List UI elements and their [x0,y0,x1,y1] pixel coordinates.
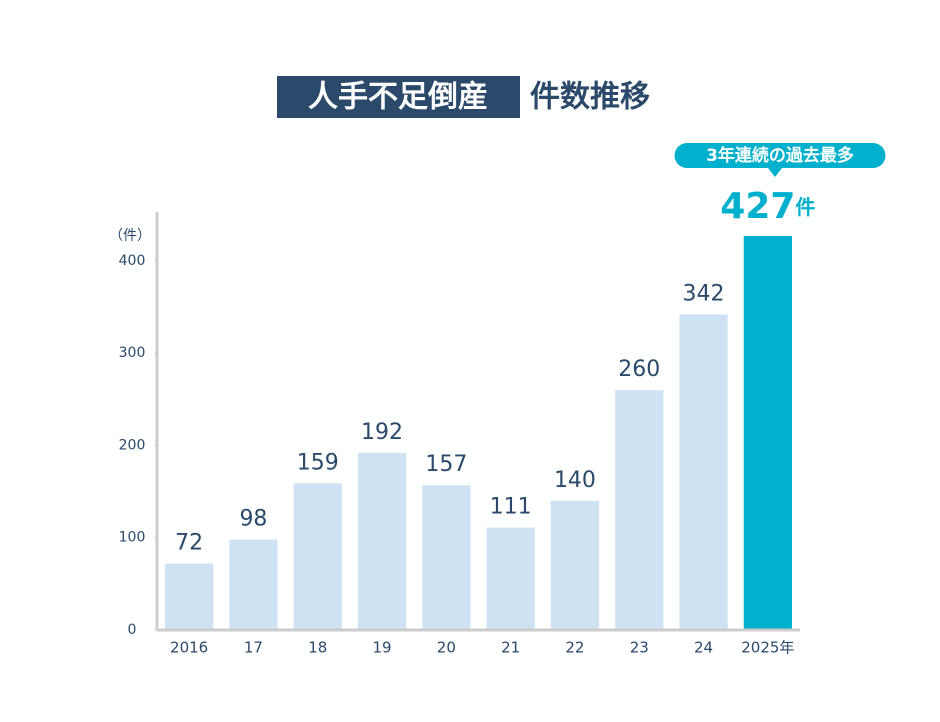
value-label: 342 [683,281,725,306]
value-number: 427 [720,186,795,227]
value-label: 157 [425,452,467,477]
bar [615,390,664,630]
y-tick-label: 200 [119,437,146,453]
title-highlight: 人手不足倒産 [308,80,488,115]
y-tick-label: 100 [119,530,146,546]
value-unit: 件 [795,194,815,218]
x-tick-label: 17 [244,639,263,657]
x-tick-label: 18 [308,639,327,657]
value-label: 98 [239,507,267,532]
value-label: 159 [297,450,339,475]
bar [165,563,214,630]
y-tick-label: 400 [119,253,146,269]
callout-badge [674,143,886,177]
value-label: 111 [490,495,532,520]
title-highlight-box [277,76,520,118]
x-tick-label: 21 [501,639,520,657]
bar [293,483,342,630]
y-unit-label: （件） [109,228,151,244]
value-label: 192 [361,420,403,445]
x-tick-label: 19 [373,639,392,657]
x-tick-label: 20 [437,639,456,657]
x-tick-label: 24 [694,639,713,657]
chart-title: 件数推移 [530,80,650,115]
bar [550,500,600,630]
y-tick-label: 300 [119,345,146,361]
value-label: 260 [618,357,660,382]
y-tick-label: 0 [128,622,137,638]
value-label: 427件 [720,186,815,227]
x-tick-label: 2025年 [741,639,794,657]
bar [486,527,535,630]
bar [357,452,407,630]
x-tick-label: 22 [565,639,584,657]
x-tick-label: 23 [630,639,649,657]
callout-text: 3年連続の過去最多 [706,145,854,166]
bar [743,235,792,631]
value-label: 72 [175,531,203,556]
bar [679,314,728,630]
x-tick-label: 2016 [170,639,208,657]
bar [229,539,278,630]
value-label: 140 [554,468,596,493]
bar [422,485,471,630]
